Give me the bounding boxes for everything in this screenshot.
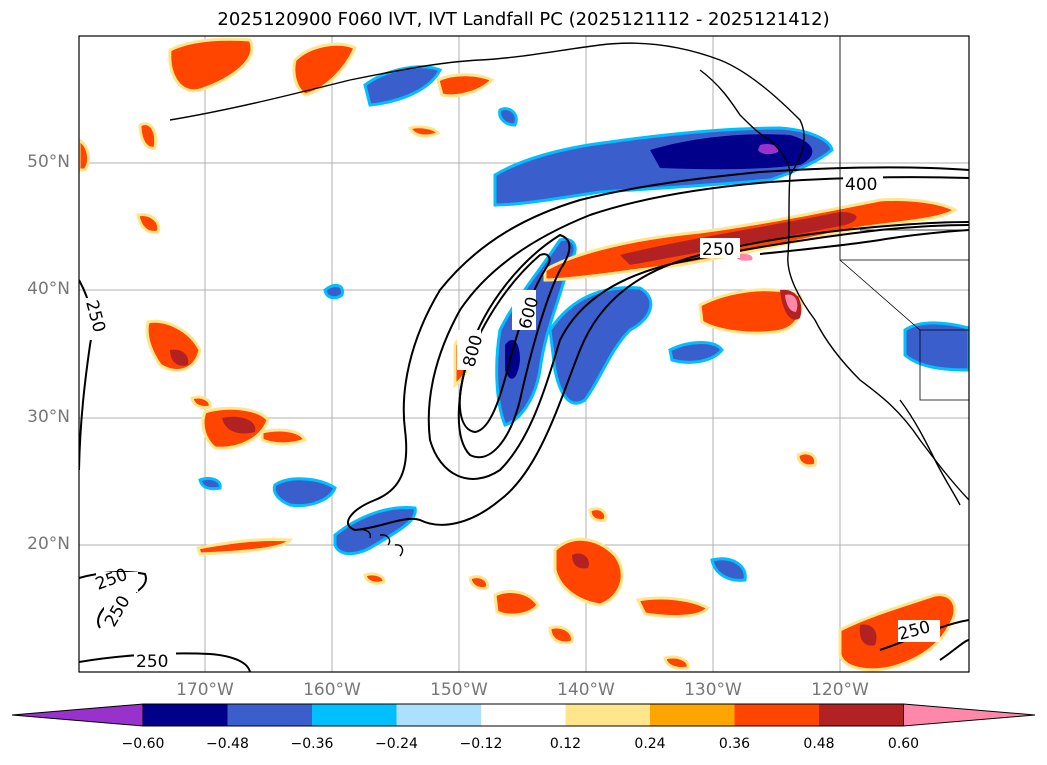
- colorbar-bin-8: [734, 704, 819, 726]
- pos-region-dot-5: [79, 138, 91, 172]
- colorbar-tick-8: 0.36: [718, 736, 751, 752]
- contour-label-400: 400: [845, 175, 877, 195]
- lat-label-30n: 30°N: [27, 407, 70, 427]
- neg-region-california: [903, 321, 969, 372]
- neg-region-small-3: [323, 283, 345, 300]
- colorbar-tick-5: −0.12: [459, 736, 503, 752]
- pos-region-south-1-core: [572, 553, 589, 569]
- neg-region-ar-west: [495, 237, 577, 427]
- positive-anomaly-regions: [79, 37, 958, 672]
- colorbar-tick-6: 0.12: [549, 736, 582, 752]
- colorbar-bin-3: [312, 704, 397, 726]
- colorbar: [11, 703, 1036, 727]
- pos-region-west-2-core: [222, 416, 256, 434]
- pos-region-se-core: [859, 624, 877, 646]
- neg-region-hawaii: [333, 505, 417, 556]
- pos-region-dot-12: [190, 395, 212, 409]
- pos-region-band-sw: [196, 537, 293, 556]
- lon-label-150w: 150°W: [430, 680, 488, 700]
- pos-region-south-1: [553, 537, 624, 607]
- bc-coast: [699, 69, 791, 176]
- colorbar-tick-3: −0.36: [290, 736, 334, 752]
- state-border-4: [919, 330, 969, 401]
- contour-label-250-south: 250: [136, 652, 168, 672]
- pos-region-dot-3: [548, 625, 574, 645]
- baja: [899, 399, 961, 506]
- pos-region-oregon-pink: [785, 294, 798, 312]
- pos-region-dot-11: [407, 125, 441, 138]
- colorbar-tick-1: −0.60: [121, 736, 165, 752]
- plot-frame: [78, 35, 970, 673]
- colorbar-tick-10: 0.60: [887, 736, 920, 752]
- neg-region-small-4: [498, 107, 518, 127]
- lon-label-130w: 130°W: [684, 680, 742, 700]
- pos-region-nw2: [292, 42, 357, 97]
- contour-250-east: [759, 229, 969, 255]
- map-title: 2025120900 F060 IVT, IVT Landfall PC (20…: [217, 9, 830, 30]
- lon-label-140w: 140°W: [557, 680, 615, 700]
- alaska-coast: [169, 42, 805, 176]
- colorbar-bin-7: [650, 704, 735, 726]
- pos-region-dot-8: [363, 572, 386, 585]
- colorbar-bin-9: [819, 704, 904, 726]
- neg-region-west: [272, 477, 337, 508]
- colorbar-tick-9: 0.48: [803, 736, 835, 752]
- pos-region-dot-1: [796, 451, 818, 468]
- neg-region-ar-core: [505, 340, 520, 379]
- pos-region-west-3: [260, 428, 308, 446]
- lon-label-120w: 120°W: [811, 680, 869, 700]
- pos-region-dot-6: [436, 73, 495, 98]
- pos-region-nw: [168, 37, 254, 93]
- colorbar-tick-2: −0.48: [206, 736, 249, 752]
- neg-region-north-core: [650, 134, 813, 170]
- colorbar-bin-4: [396, 704, 481, 726]
- colorbar-frame: [142, 703, 904, 727]
- contour-250-south: [79, 652, 251, 672]
- pos-region-dot-4: [138, 122, 158, 150]
- lon-label-160w: 160°W: [303, 680, 361, 700]
- lat-label-40n: 40°N: [27, 279, 70, 299]
- neg-region-purple-core: [758, 143, 779, 155]
- pos-region-south-3: [635, 596, 711, 618]
- pos-region-dot-9: [468, 575, 490, 590]
- colorbar-tick-4: −0.24: [375, 736, 418, 752]
- neg-region-mid: [668, 341, 724, 364]
- pos-region-dot-2: [588, 507, 608, 522]
- pos-region-west-1-core: [170, 349, 189, 366]
- colorbar-bin-1: [143, 704, 228, 726]
- neg-region-small-1: [710, 557, 747, 582]
- colorbar-min-extend: [11, 703, 144, 727]
- pos-region-dot-7: [136, 212, 161, 234]
- pos-region-dot-10: [663, 655, 690, 670]
- colorbar-max-extend: [903, 703, 1036, 727]
- colorbar-bin-2: [227, 704, 312, 726]
- map-plot-area: 400 250 250 600 800 250 250 250 250: [79, 36, 969, 672]
- colorbar-bin-6: [565, 704, 650, 726]
- us-west-coast: [787, 174, 969, 501]
- pos-region-south-2: [493, 590, 540, 617]
- lon-label-170w: 170°W: [176, 680, 234, 700]
- contour-600: [457, 233, 571, 458]
- neg-region-small-2: [198, 476, 222, 491]
- lat-label-20n: 20°N: [27, 534, 70, 554]
- contour-400: [427, 176, 969, 480]
- contour-label-250-ar: 250: [702, 240, 734, 260]
- colorbar-tick-7: 0.24: [634, 736, 666, 752]
- lat-label-50n: 50°N: [27, 152, 70, 172]
- colorbar-bin-5: [481, 704, 566, 726]
